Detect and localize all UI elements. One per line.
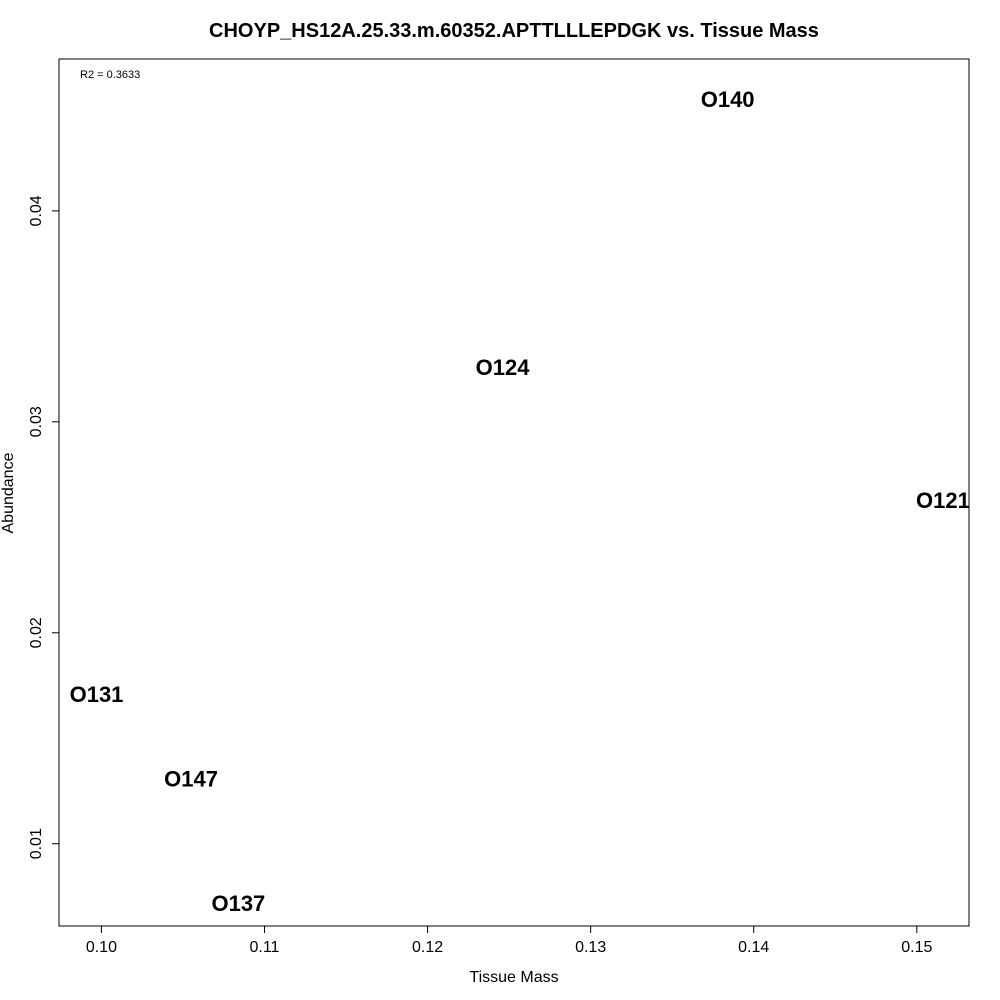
r2-annotation: R2 = 0.3633: [80, 69, 140, 81]
y-axis-label: Abundance: [0, 452, 17, 533]
x-tick-label: 0.14: [738, 939, 769, 956]
point-label-o140: O140: [701, 87, 755, 112]
x-tick-label: 0.10: [86, 939, 117, 956]
point-label-o124: O124: [476, 355, 531, 380]
x-tick-label: 0.13: [575, 939, 606, 956]
y-tick-label: 0.03: [28, 406, 45, 437]
point-label-o121: O121: [916, 488, 970, 513]
data-points: O140 O124 O121 O131 O147 O137: [70, 87, 970, 916]
x-tick-label: 0.11: [250, 939, 280, 956]
x-tick-label: 0.12: [412, 939, 443, 956]
x-axis-label: Tissue Mass: [469, 969, 558, 986]
y-tick-label: 0.04: [28, 195, 45, 226]
x-axis: 0.10 0.11 0.12 0.13 0.14 0.15: [86, 925, 932, 956]
y-tick-label: 0.01: [28, 828, 45, 859]
point-label-o147: O147: [164, 766, 218, 791]
chart-title: CHOYP_HS12A.25.33.m.60352.APTTLLLEPDGK v…: [209, 20, 819, 42]
point-label-o131: O131: [70, 682, 124, 707]
y-tick-label: 0.02: [28, 617, 45, 648]
y-axis: 0.01 0.02 0.03 0.04: [28, 195, 60, 859]
point-label-o137: O137: [211, 891, 265, 916]
x-tick-label: 0.15: [901, 939, 932, 956]
